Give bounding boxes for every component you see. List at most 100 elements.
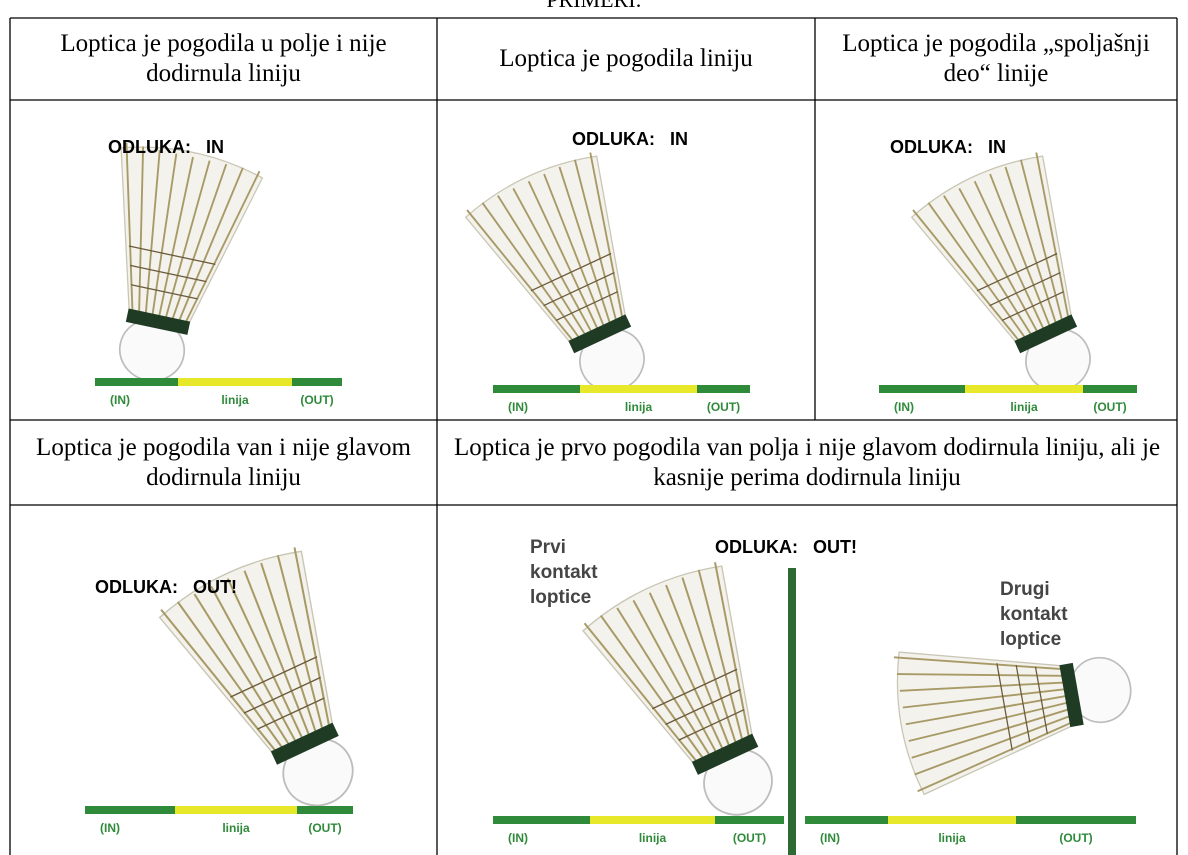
header-cell: Loptica je prvo pogodila van polja i nij…: [453, 433, 1161, 491]
shuttle-thread: [989, 272, 1061, 307]
shuttle-quill: [497, 195, 587, 336]
court-line: [965, 385, 1083, 393]
court-line-in: [95, 378, 178, 386]
court-line-out: [297, 806, 353, 814]
shuttle-quill: [973, 180, 1045, 330]
contact-note: Prvi: [530, 537, 566, 558]
title: PRIMERI:: [0, 0, 1188, 13]
court-line-out: [715, 816, 784, 824]
shuttle-quill: [583, 622, 698, 763]
shuttle-quill: [158, 156, 194, 317]
court-line-in: [85, 806, 175, 814]
court-line-in: [493, 816, 590, 824]
shuttle-band: [1014, 314, 1078, 354]
line-label: (OUT): [1093, 400, 1126, 414]
line-label: linija: [938, 831, 966, 845]
shuttle-quill: [210, 585, 297, 743]
shuttle-quill: [927, 202, 1026, 339]
shuttle-thread: [129, 264, 207, 283]
contact-note: Drugi: [1000, 579, 1050, 600]
shuttle-quill: [902, 688, 1066, 709]
shuttle-quill: [908, 701, 1068, 742]
shuttle-quill: [665, 584, 731, 747]
contact-note: kontakt: [530, 562, 598, 583]
court-line: [888, 816, 1016, 824]
shuttle-thread: [1034, 666, 1048, 734]
shuttle-quill: [543, 173, 605, 327]
shuttle-quill: [905, 694, 1067, 726]
shuttle-thread: [543, 272, 615, 307]
shuttle-quill: [1004, 166, 1057, 324]
divider-line: [788, 568, 796, 855]
shuttlecock: [582, 562, 773, 816]
shuttle-quill: [226, 578, 304, 740]
header-cell: Loptica je pogodila „spoljašnji deo“ lin…: [842, 30, 1150, 87]
shuttle-quill: [1019, 159, 1064, 321]
shuttle-thread: [1001, 291, 1064, 322]
line-label: (IN): [508, 831, 528, 845]
shuttle-thread: [130, 284, 198, 300]
shuttle-quill: [697, 569, 744, 741]
court-line-out: [697, 385, 750, 393]
shuttle-band: [1059, 662, 1084, 728]
line-label: (IN): [508, 400, 528, 414]
shuttle-thread: [243, 676, 321, 714]
shuttlecock: [893, 651, 1132, 796]
line-label: (OUT): [308, 821, 341, 835]
court-line-in: [805, 816, 888, 824]
court-line: [178, 378, 292, 386]
line-label: (OUT): [1059, 831, 1092, 845]
shuttle-quill: [914, 715, 1071, 776]
shuttle-quill: [151, 153, 178, 316]
shuttle-quill: [193, 593, 290, 746]
line-label: (OUT): [300, 393, 333, 407]
line-label: linija: [625, 400, 653, 414]
header-cell: Loptica je pogodila liniju: [499, 45, 753, 72]
court-line: [590, 816, 715, 824]
shuttle-quill: [912, 209, 1020, 342]
decision: ODLUKA: OUT!: [95, 577, 237, 597]
shuttle-band: [270, 722, 339, 765]
shuttle-quill: [893, 656, 1062, 671]
shuttle-quill: [243, 570, 311, 736]
shuttle-quill: [958, 188, 1039, 333]
shuttlecock: [464, 152, 645, 392]
shuttle-quill: [138, 146, 145, 313]
shuttlecock: [910, 152, 1091, 392]
shuttle-quill: [184, 170, 261, 323]
table-grid: [9, 17, 1178, 855]
shuttle-thread: [1015, 664, 1031, 743]
court-line: [175, 806, 297, 814]
shuttle-thread: [665, 688, 741, 726]
shuttle-thread: [678, 709, 745, 741]
shuttle-quill: [648, 592, 724, 750]
header-cell: Loptica je pogodila van i nije glavom do…: [36, 433, 411, 491]
court-line: [580, 385, 697, 393]
shuttle-quill: [943, 195, 1033, 336]
shuttlecock: [118, 142, 264, 382]
decision: ODLUKA: OUT!: [715, 537, 857, 557]
shuttle-quill: [600, 615, 705, 760]
shuttle-thread: [976, 252, 1058, 292]
shuttle-thread: [230, 656, 318, 698]
shuttle-band: [125, 308, 191, 335]
shuttle-band: [691, 733, 759, 775]
shuttle-thread: [651, 668, 738, 710]
shuttle-quill: [681, 577, 737, 744]
court-line-out: [292, 378, 342, 386]
shuttle-quill: [176, 601, 284, 749]
shuttle-quill: [558, 166, 611, 324]
shuttle-quill: [144, 149, 161, 314]
shuttle-quill: [293, 547, 331, 727]
line-label: (IN): [110, 393, 130, 407]
shuttle-quill: [632, 599, 718, 753]
shuttle-quill: [481, 202, 580, 339]
shuttle-quill: [589, 152, 624, 318]
decision: ODLUKA: IN: [890, 137, 1006, 157]
shuttle-quill: [573, 159, 618, 321]
court-line-in: [493, 385, 580, 393]
line-label: (OUT): [733, 831, 766, 845]
contact-note: loptice: [530, 587, 591, 608]
court-line-in: [879, 385, 965, 393]
